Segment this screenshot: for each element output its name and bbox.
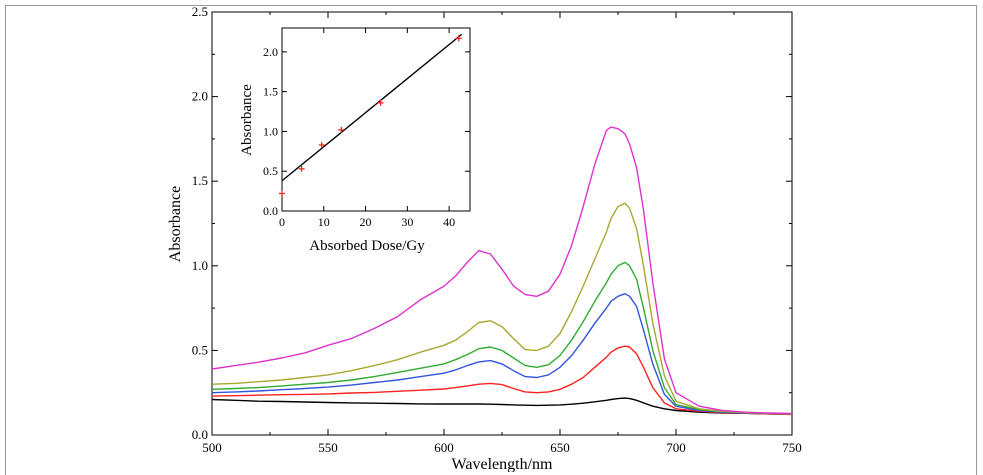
y-tick-label: 0.5 — [192, 342, 208, 357]
y-tick-label: 2.5 — [192, 4, 208, 19]
x-tick-label: 500 — [202, 440, 222, 455]
spectrum-line-3 — [211, 293, 793, 415]
inset-plot-area — [281, 27, 471, 212]
spectrum-line-5 — [211, 202, 793, 415]
figure-frame — [5, 5, 977, 475]
inset-background — [282, 28, 470, 211]
inset-y-tick-label: 1.5 — [263, 85, 278, 99]
y-tick-label: 1.0 — [192, 258, 208, 273]
spectrum-line-1 — [211, 397, 793, 416]
inset-x-axis-title: Absorbed Dose/Gy — [309, 238, 425, 254]
spectrum-line-2 — [211, 345, 793, 416]
inset-x-tick-label: 10 — [318, 215, 330, 229]
inset-y-tick-label: 1.0 — [263, 124, 278, 138]
x-axis-title: Wavelength/nm — [452, 456, 553, 472]
inset-data-point — [455, 35, 462, 42]
inset-data-point — [377, 99, 384, 106]
x-tick-label: 600 — [434, 440, 454, 455]
y-tick-label: 0.0 — [192, 427, 208, 442]
spectrum-line-4 — [211, 261, 793, 415]
inset-y-tick-label: 0.0 — [263, 204, 278, 218]
x-tick-label: 700 — [666, 440, 686, 455]
inset-data-point — [338, 126, 345, 133]
inset-fit-line — [281, 33, 463, 182]
x-tick-label: 550 — [318, 440, 338, 455]
x-tick-label: 650 — [550, 440, 570, 455]
x-tick-label: 750 — [782, 440, 802, 455]
inset-data-point — [298, 165, 305, 172]
inset-x-tick-label: 30 — [401, 215, 413, 229]
y-tick-label: 1.5 — [192, 173, 208, 188]
inset-x-tick-label: 20 — [360, 215, 372, 229]
inset-data-point — [318, 141, 325, 148]
inset-y-tick-label: 2.0 — [263, 45, 278, 59]
inset-data-point — [279, 190, 285, 197]
y-tick-label: 2.0 — [192, 89, 208, 104]
y-axis-title: Absorbance — [167, 186, 184, 262]
inset-y-axis-title: Absorbance — [239, 84, 255, 156]
inset-x-tick-label: 40 — [443, 215, 455, 229]
inset-x-tick-label: 0 — [279, 215, 285, 229]
spectrum-line-6 — [211, 126, 793, 415]
inset-y-tick-label: 0.5 — [263, 164, 278, 178]
